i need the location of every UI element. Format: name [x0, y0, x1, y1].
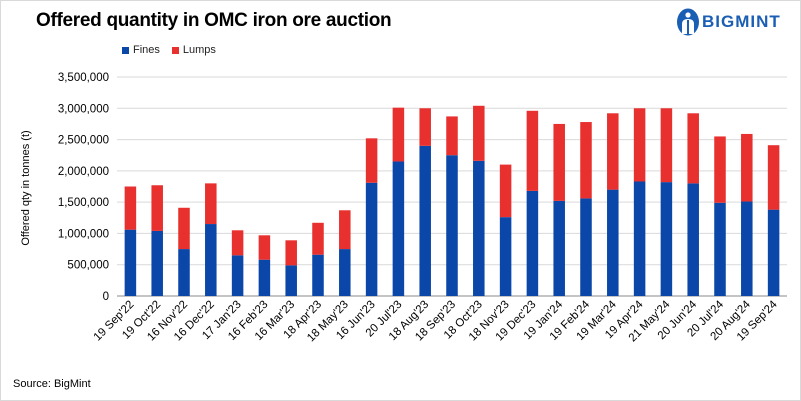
bigmint-logo-icon: [677, 8, 699, 36]
y-tick-label: 0: [103, 291, 109, 303]
bar-lumps: [124, 186, 137, 230]
bar-fines: [231, 255, 244, 296]
bar-lumps: [767, 145, 780, 210]
bar-lumps: [553, 123, 565, 201]
bar-fines: [258, 259, 271, 296]
bar-fines: [205, 224, 217, 296]
bar-fines: [124, 229, 137, 296]
y-tick-label: 3,500,000: [58, 72, 109, 84]
y-axis: 0 500,000 1,000,000 1,500,000 2,000,000 2,500…: [58, 72, 109, 303]
bar-fines: [633, 181, 646, 296]
source-note: Source: BigMint: [13, 378, 91, 390]
bar-fines: [446, 155, 458, 296]
bar-lumps: [312, 222, 324, 255]
legend-label-lumps: Lumps: [182, 44, 216, 56]
bar-fines: [580, 198, 592, 296]
bar-fines: [312, 254, 324, 296]
bar-fines: [714, 202, 726, 296]
bar-lumps: [714, 136, 726, 203]
y-tick-label: 500,000: [67, 260, 109, 272]
bar-fines: [526, 190, 539, 296]
bar-lumps: [446, 116, 458, 156]
bar-lumps: [741, 133, 753, 202]
bar-fines: [660, 182, 673, 296]
bar-lumps: [178, 207, 190, 250]
logo-text: BIGMINT: [702, 12, 781, 31]
bar-lumps: [526, 110, 539, 191]
bar-fines: [473, 160, 485, 296]
y-axis-label: Offered qty in tonnes (t): [20, 130, 32, 245]
bar-lumps: [660, 108, 673, 183]
bar-fines: [607, 189, 619, 296]
bar-lumps: [633, 108, 646, 182]
bar-fines: [499, 217, 512, 296]
bar-lumps: [151, 185, 163, 231]
y-tick-label: 2,500,000: [58, 135, 109, 147]
y-tick-label: 1,000,000: [58, 228, 109, 240]
bar-lumps: [258, 235, 271, 260]
bar-fines: [365, 182, 378, 296]
y-tick-label: 2,000,000: [58, 166, 109, 178]
legend-item-lumps: Lumps: [171, 44, 216, 56]
bar-lumps: [392, 107, 405, 162]
bar-lumps: [339, 210, 351, 250]
bar-fines: [151, 230, 163, 296]
bar-fines: [339, 249, 351, 296]
bar-fines: [741, 201, 753, 296]
bar-lumps: [419, 108, 431, 146]
bar-lumps: [365, 138, 378, 183]
bar-lumps: [580, 122, 592, 199]
bar-fines: [392, 161, 405, 296]
legend-label-fines: Fines: [133, 44, 160, 56]
bigmint-logo: BIGMINT: [676, 6, 794, 38]
y-tick-label: 1,500,000: [58, 197, 109, 209]
bar-fines: [767, 209, 780, 296]
bar-lumps: [473, 105, 485, 161]
bar-lumps: [285, 240, 297, 266]
bar-fines: [285, 265, 297, 296]
bar-lumps: [607, 113, 619, 190]
bar-lumps: [231, 230, 244, 256]
chart-title: Offered quantity in OMC iron ore auction: [36, 10, 392, 31]
bar-fines: [553, 200, 565, 296]
legend-swatch-fines: [122, 46, 129, 54]
bar-fines: [687, 183, 699, 296]
bar-fines: [419, 145, 431, 296]
bar-fines: [178, 249, 190, 296]
bars: [124, 105, 780, 296]
bar-lumps: [687, 113, 699, 184]
bar-lumps: [205, 183, 217, 225]
chart-legend: Fines Lumps: [122, 44, 216, 56]
legend-swatch-lumps: [171, 46, 179, 54]
legend-item-fines: Fines: [122, 44, 160, 56]
y-tick-label: 3,000,000: [58, 103, 109, 115]
bar-lumps: [499, 164, 512, 218]
